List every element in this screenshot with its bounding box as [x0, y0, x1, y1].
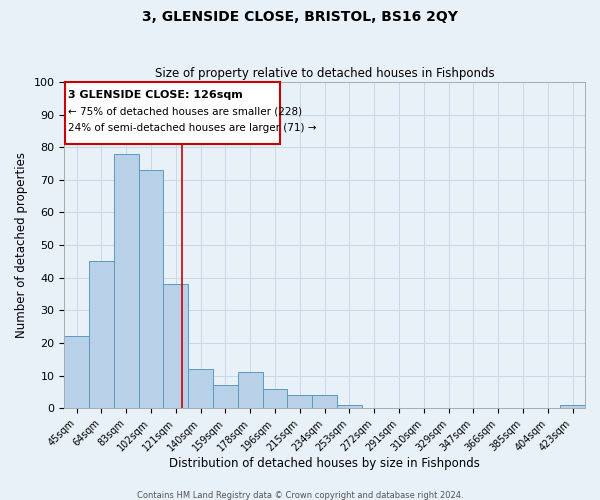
X-axis label: Distribution of detached houses by size in Fishponds: Distribution of detached houses by size …	[169, 457, 480, 470]
Bar	[65, 82, 280, 144]
Title: Size of property relative to detached houses in Fishponds: Size of property relative to detached ho…	[155, 66, 494, 80]
Bar	[188, 369, 213, 408]
Bar	[337, 405, 362, 408]
Text: 24% of semi-detached houses are larger (71) →: 24% of semi-detached houses are larger (…	[68, 123, 317, 133]
Bar	[114, 154, 139, 408]
Bar	[263, 388, 287, 408]
Bar	[287, 395, 312, 408]
Bar	[312, 395, 337, 408]
Bar	[163, 284, 188, 408]
Text: 3, GLENSIDE CLOSE, BRISTOL, BS16 2QY: 3, GLENSIDE CLOSE, BRISTOL, BS16 2QY	[142, 10, 458, 24]
Bar	[139, 170, 163, 408]
Text: Contains HM Land Registry data © Crown copyright and database right 2024.: Contains HM Land Registry data © Crown c…	[137, 490, 463, 500]
Bar	[238, 372, 263, 408]
Text: ← 75% of detached houses are smaller (228): ← 75% of detached houses are smaller (22…	[68, 106, 302, 117]
Bar	[89, 262, 114, 408]
Bar	[213, 386, 238, 408]
Bar	[560, 405, 585, 408]
Text: 3 GLENSIDE CLOSE: 126sqm: 3 GLENSIDE CLOSE: 126sqm	[68, 90, 243, 100]
Y-axis label: Number of detached properties: Number of detached properties	[15, 152, 28, 338]
Bar	[64, 336, 89, 408]
